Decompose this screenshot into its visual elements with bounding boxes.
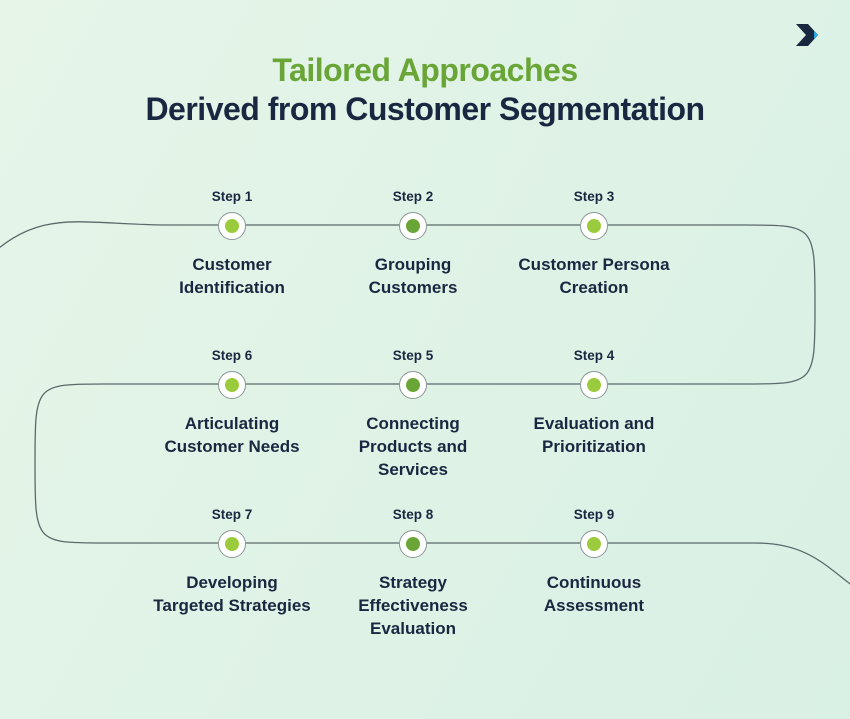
step-name: Connecting Products and Services [333,413,493,482]
step-node [399,212,427,240]
step-label: Step 7 [152,507,312,522]
title-block: Tailored Approaches Derived from Custome… [0,52,850,128]
title-line-1: Tailored Approaches [0,52,850,89]
step-node [580,212,608,240]
step-node-core [406,219,420,233]
step-name: Continuous Assessment [514,572,674,618]
step-name: Articulating Customer Needs [152,413,312,459]
step-node-core [587,378,601,392]
step-label: Step 3 [514,189,674,204]
step-label: Step 2 [333,189,493,204]
step-node-core [406,537,420,551]
step-name: Grouping Customers [333,254,493,300]
step-1: Step 1 Customer Identification [152,189,312,300]
step-name: Strategy Effectiveness Evaluation [333,572,493,641]
step-name: Evaluation and Prioritization [514,413,674,459]
step-node [399,371,427,399]
step-node-core [225,378,239,392]
step-label: Step 1 [152,189,312,204]
step-node [218,530,246,558]
step-2: Step 2 Grouping Customers [333,189,493,300]
step-9: Step 9 Continuous Assessment [514,507,674,618]
step-node-core [587,219,601,233]
step-node [580,371,608,399]
step-node [218,212,246,240]
brand-logo [792,20,822,55]
step-8: Step 8 Strategy Effectiveness Evaluation [333,507,493,641]
step-node-core [406,378,420,392]
step-node [580,530,608,558]
step-4: Step 4 Evaluation and Prioritization [514,348,674,459]
step-7: Step 7 Developing Targeted Strategies [152,507,312,618]
title-line-2: Derived from Customer Segmentation [0,91,850,128]
step-label: Step 8 [333,507,493,522]
step-name: Customer Persona Creation [514,254,674,300]
step-label: Step 9 [514,507,674,522]
step-label: Step 6 [152,348,312,363]
step-node-core [587,537,601,551]
step-3: Step 3 Customer Persona Creation [514,189,674,300]
step-node [218,371,246,399]
step-label: Step 4 [514,348,674,363]
step-name: Developing Targeted Strategies [152,572,312,618]
step-node [399,530,427,558]
step-node-core [225,537,239,551]
step-5: Step 5 Connecting Products and Services [333,348,493,482]
step-node-core [225,219,239,233]
step-name: Customer Identification [152,254,312,300]
step-label: Step 5 [333,348,493,363]
step-6: Step 6 Articulating Customer Needs [152,348,312,459]
